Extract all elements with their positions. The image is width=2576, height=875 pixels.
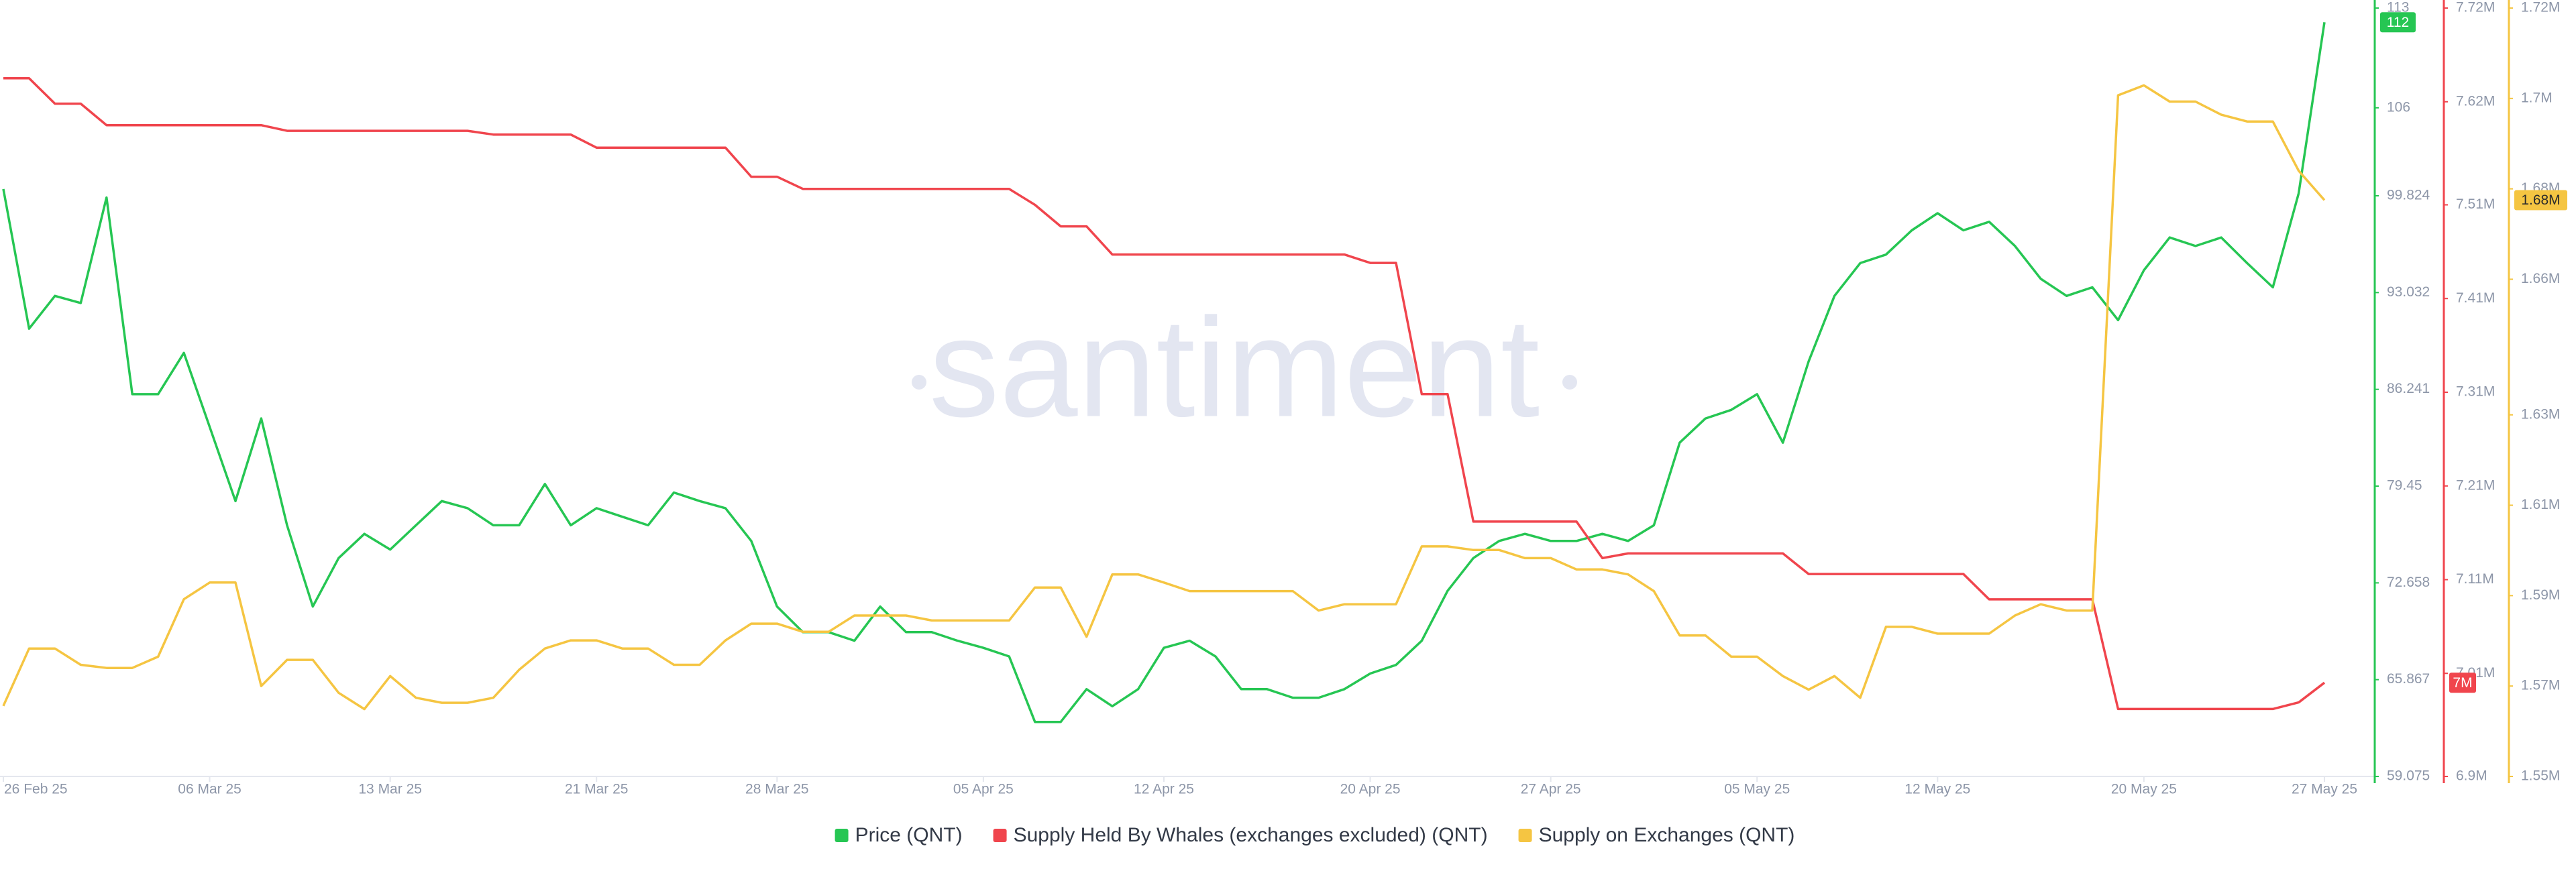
y-tick-label: 65.867	[2387, 671, 2430, 687]
y-tick-label: 99.824	[2387, 188, 2430, 203]
x-tick-label: 20 Apr 25	[1340, 782, 1401, 797]
y2-tick-label: 7.51M	[2456, 196, 2495, 212]
x-tick-label: 28 Mar 25	[745, 782, 809, 797]
x-tick-label: 05 May 25	[1724, 782, 1790, 797]
y-tick-label: 72.658	[2387, 575, 2430, 590]
watermark-dot	[912, 375, 926, 390]
legend-label: Supply Held By Whales (exchanges exclude…	[1014, 824, 1488, 846]
legend-label: Supply on Exchanges (QNT)	[1539, 824, 1795, 846]
x-tick-label: 05 Apr 25	[953, 782, 1014, 797]
watermark-dot	[1562, 375, 1577, 390]
series-line	[3, 77, 2326, 711]
y2-tick-label: 7.41M	[2456, 290, 2495, 306]
y2-tick-label: 6.9M	[2456, 768, 2487, 784]
last-value-label: 112	[2387, 15, 2409, 30]
y2-tick-label: 7.72M	[2456, 0, 2495, 15]
legend-label: Price (QNT)	[855, 824, 963, 846]
last-value-badge	[2380, 12, 2416, 33]
y-tick-label: 79.45	[2387, 478, 2422, 493]
y3-tick-label: 1.66M	[2521, 271, 2560, 286]
y-tick-label: 59.075	[2387, 768, 2430, 784]
y2-tick-label: 7.31M	[2456, 384, 2495, 400]
legend-swatch	[993, 829, 1007, 842]
legend-item: Supply on Exchanges (QNT)	[1518, 824, 1795, 846]
series-line	[2, 22, 2326, 723]
x-tick-label: 26 Feb 25	[4, 782, 68, 797]
x-tick-label: 27 May 25	[2292, 782, 2357, 797]
y3-tick-label: 1.57M	[2521, 678, 2560, 693]
legend-swatch	[1518, 829, 1532, 842]
legend: Price (QNT) Supply Held By Whales (exchan…	[835, 824, 1795, 846]
y3-tick-label: 1.63M	[2521, 406, 2560, 422]
y-tick-label: 93.032	[2387, 284, 2430, 300]
x-tick-label: 12 May 25	[1904, 782, 1970, 797]
legend-item: Supply Held By Whales (exchanges exclude…	[993, 824, 1488, 846]
last-value-badge	[2514, 190, 2567, 211]
watermark: santiment	[929, 288, 1540, 446]
y-tick-label: 86.241	[2387, 381, 2430, 396]
x-tick-label: 13 Mar 25	[358, 782, 422, 797]
y3-tick-label: 1.61M	[2521, 497, 2560, 512]
y3-tick-label: 1.7M	[2521, 90, 2553, 105]
y-tick-label: 106	[2387, 99, 2410, 115]
x-tick-label: 12 Apr 25	[1134, 782, 1194, 797]
y-tick-label: 113	[2387, 0, 2409, 15]
x-tick-label: 27 Apr 25	[1521, 782, 1581, 797]
x-tick-label: 21 Mar 25	[565, 782, 629, 797]
legend-swatch	[835, 829, 849, 842]
last-value-label: 1.68M	[2521, 192, 2560, 208]
y2-tick-label: 7.21M	[2456, 477, 2495, 493]
y3-tick-label: 1.72M	[2521, 0, 2560, 15]
y2-tick-label: 7.62M	[2456, 93, 2495, 109]
y2-tick-label: 7.11M	[2456, 571, 2494, 587]
x-tick-label: 20 May 25	[2111, 782, 2177, 797]
x-tick-label: 06 Mar 25	[178, 782, 241, 797]
last-value-label: 7M	[2453, 675, 2472, 691]
series-line	[2, 84, 2326, 711]
last-value-badge	[2449, 673, 2476, 693]
y3-tick-label: 1.55M	[2521, 768, 2560, 784]
y3-tick-label: 1.59M	[2521, 587, 2560, 603]
legend-item: Price (QNT)	[835, 824, 963, 846]
